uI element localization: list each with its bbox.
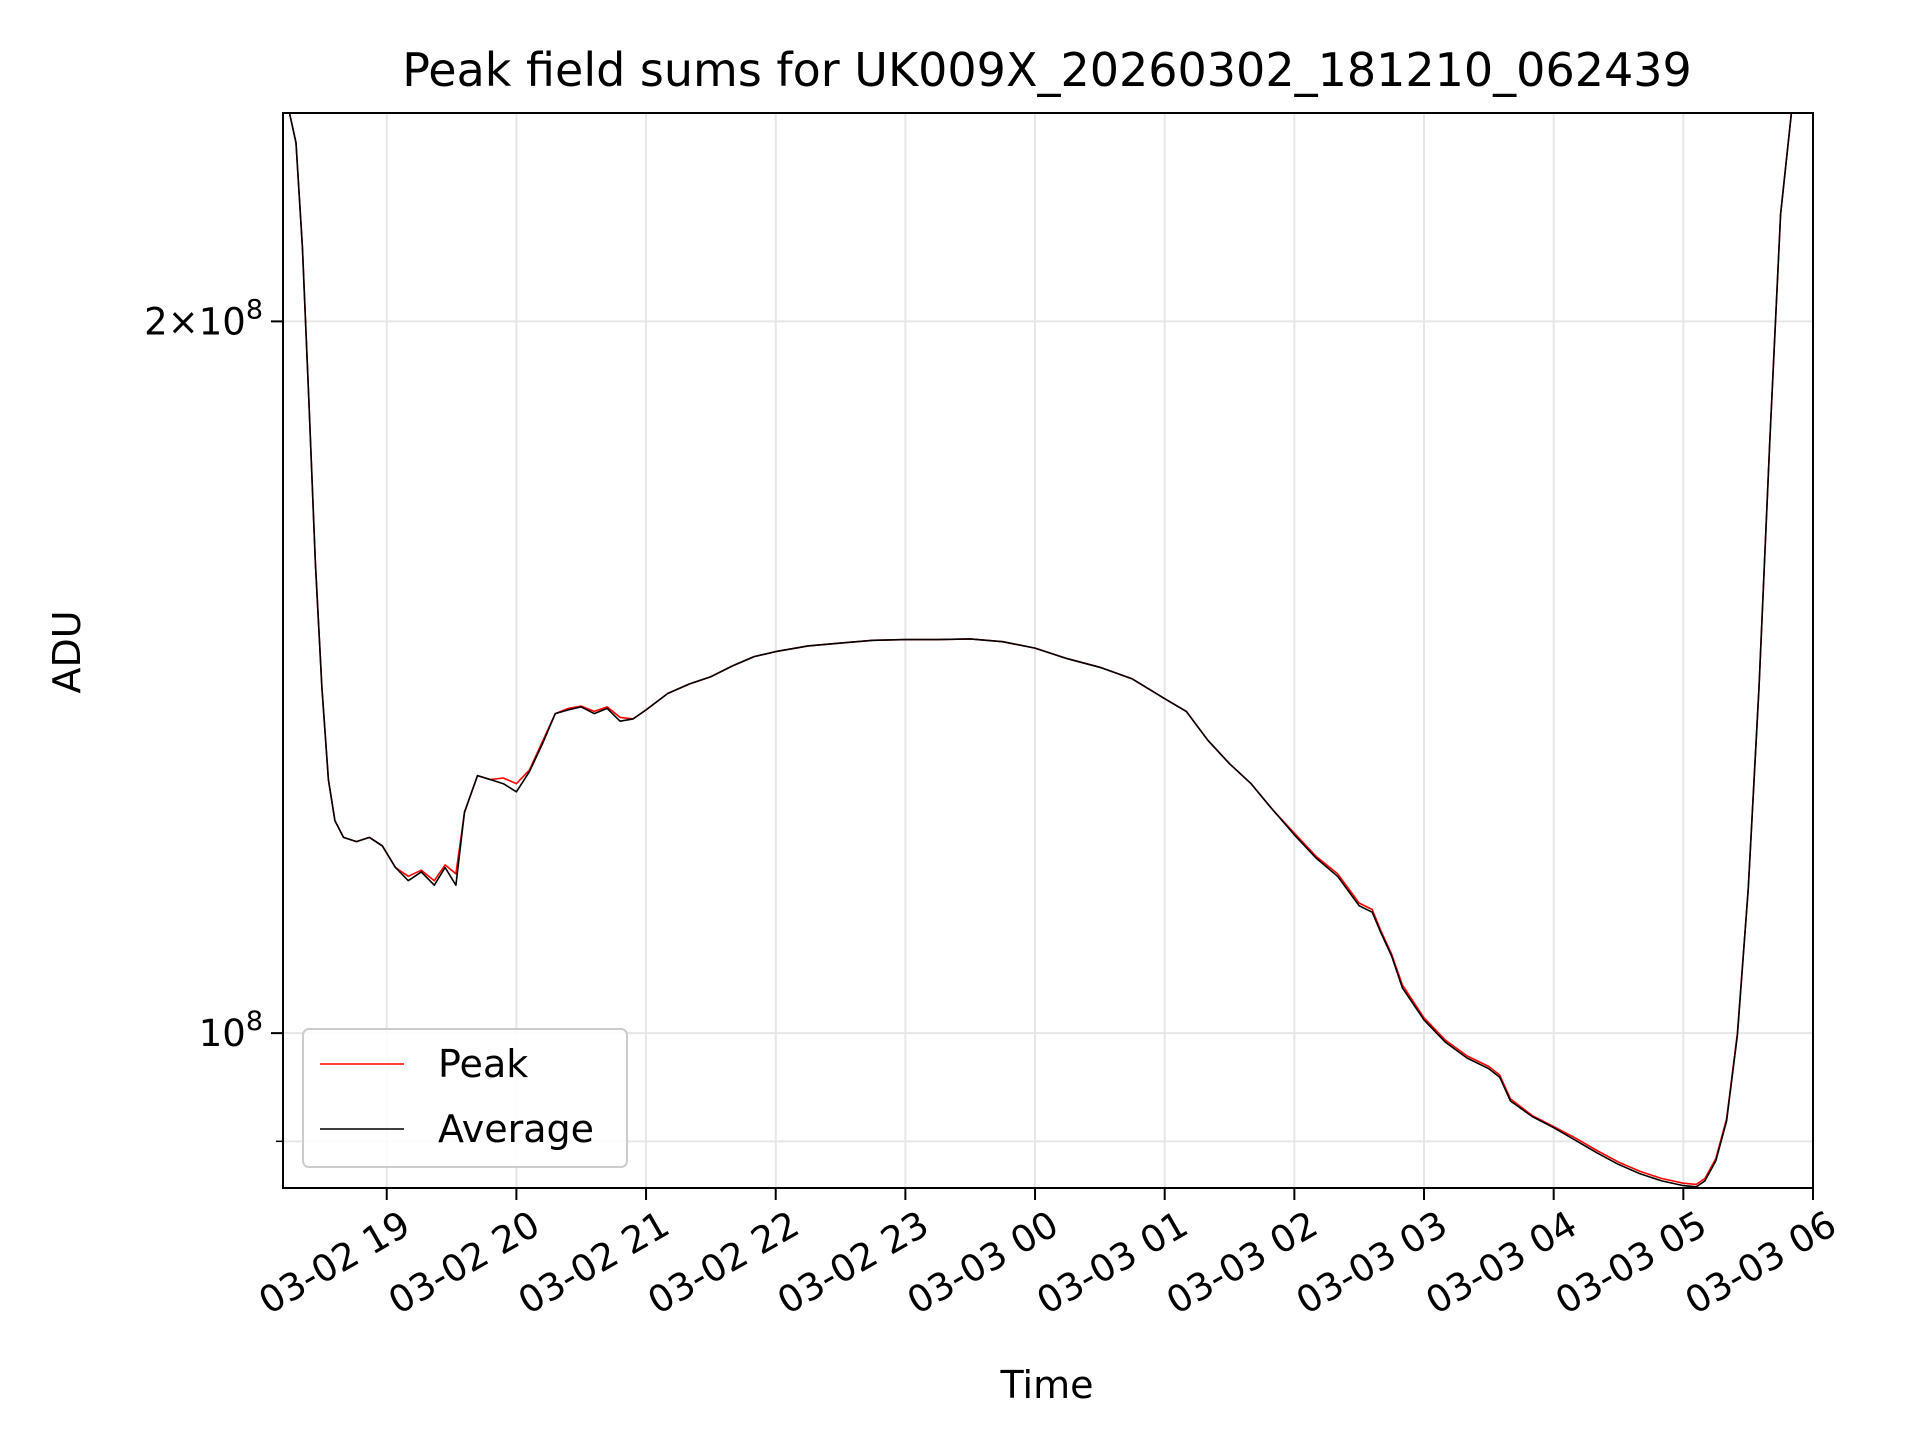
y-tick-label: 108 [199,1006,263,1055]
y-axis-ticks: 108 2×108 [144,294,283,1143]
legend: Peak Average [302,1028,628,1168]
x-axis-label: Time [1000,1363,1094,1407]
series-line-average [283,113,1803,1188]
y-axis-label: ADU [45,610,89,693]
plot-frame [282,112,1814,1189]
y-tick-label: 2×108 [144,294,263,343]
legend-label-peak: Peak [438,1042,528,1086]
chart-title: Peak field sums for UK009X_20260302_1812… [402,43,1692,97]
legend-label-average: Average [438,1107,594,1151]
series-lines [283,113,1803,1188]
